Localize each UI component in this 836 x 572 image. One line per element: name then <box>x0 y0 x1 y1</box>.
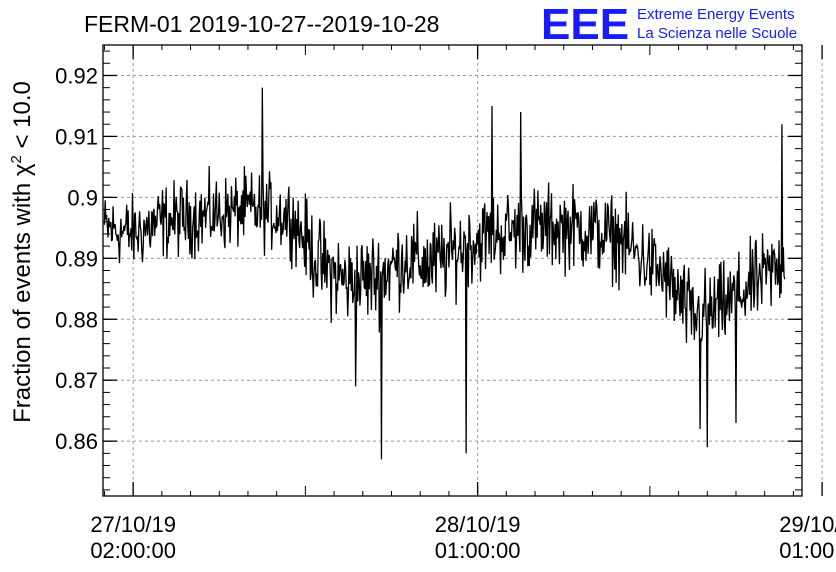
series-line <box>103 87 786 460</box>
eee-logo: EEE Extreme Energy Events La Scienza nel… <box>541 0 797 49</box>
x-tick-labels: 27/10/1902:00:0028/10/1901:00:0029/10/19… <box>90 512 836 563</box>
y-axis-label: Fraction of events with χ2 < 10.0 <box>8 81 36 423</box>
y-tick-label: 0.88 <box>55 307 98 332</box>
x-tick-label-date: 27/10/19 <box>90 512 176 537</box>
y-tick-label: 0.89 <box>55 246 98 271</box>
y-tick-label: 0.92 <box>55 63 98 88</box>
x-tick-label-date: 29/10/19 <box>779 512 836 537</box>
y-tick-label: 0.86 <box>55 429 98 454</box>
x-tick-label-time: 01:00:00 <box>779 538 836 563</box>
x-tick-label-time: 02:00:00 <box>90 538 176 563</box>
y-axis-label-superscript: 2 <box>8 155 25 163</box>
x-tick-label-date: 28/10/19 <box>435 512 521 537</box>
logo-letters: EEE <box>541 0 629 49</box>
y-axis-label-suffix: < 10.0 <box>9 81 36 155</box>
x-tick-label-time: 01:00:00 <box>435 538 521 563</box>
chart-title: FERM-01 2019-10-27--2019-10-28 <box>84 11 439 37</box>
logo-line-2: La Scienza nelle Scuole <box>637 25 797 42</box>
y-tick-label: 0.87 <box>55 368 98 393</box>
ticks-layer <box>103 45 823 496</box>
y-tick-label: 0.91 <box>55 124 98 149</box>
y-axis-label-prefix: Fraction of events with χ <box>9 163 36 423</box>
plot-frame <box>102 44 803 497</box>
y-tick-label: 0.9 <box>67 185 98 210</box>
series-layer <box>103 87 786 460</box>
y-tick-labels: 0.86 0.87 0.88 0.89 0.9 0.91 0.92 <box>55 63 98 454</box>
logo-line-1: Extreme Energy Events <box>637 6 795 23</box>
